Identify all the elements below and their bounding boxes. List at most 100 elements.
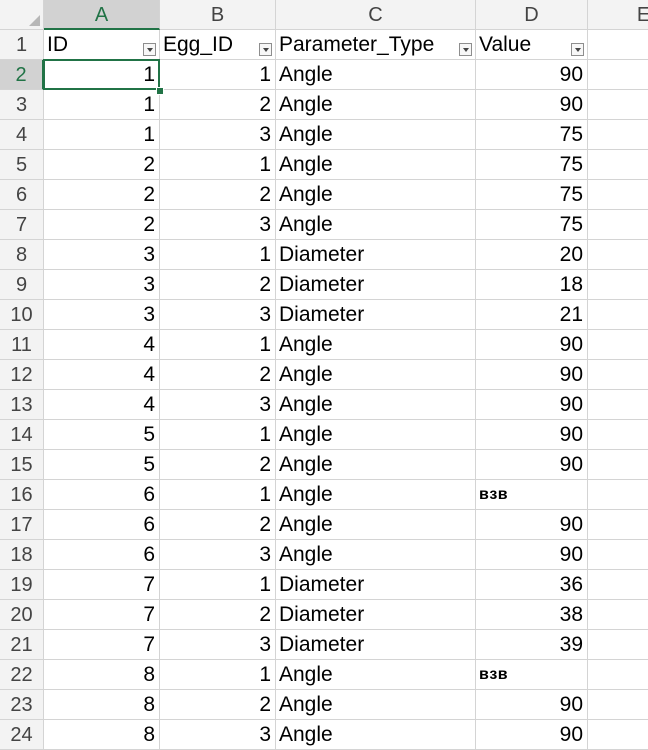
- cell-value[interactable]: 90: [476, 360, 588, 390]
- filter-dropdown-icon[interactable]: [571, 43, 584, 56]
- cell-value[interactable]: 90: [476, 90, 588, 120]
- cell-egg-id[interactable]: 1: [160, 60, 276, 90]
- row-header-19[interactable]: 19: [0, 570, 44, 600]
- cell-parameter-type[interactable]: Angle: [276, 150, 476, 180]
- cell-id[interactable]: 6: [44, 540, 160, 570]
- cell-parameter-type[interactable]: Angle: [276, 660, 476, 690]
- cell-egg-id[interactable]: 1: [160, 480, 276, 510]
- cell-e[interactable]: [588, 420, 648, 450]
- cell-id[interactable]: 4: [44, 330, 160, 360]
- cell-value[interactable]: 18: [476, 270, 588, 300]
- cell-egg-id[interactable]: 2: [160, 600, 276, 630]
- table-header-egg-id[interactable]: Egg_ID: [160, 30, 276, 60]
- cell-egg-id[interactable]: 1: [160, 240, 276, 270]
- filter-dropdown-icon[interactable]: [143, 43, 156, 56]
- cell-value[interactable]: 20: [476, 240, 588, 270]
- row-header-15[interactable]: 15: [0, 450, 44, 480]
- cell-value[interactable]: 75: [476, 120, 588, 150]
- row-header-13[interactable]: 13: [0, 390, 44, 420]
- row-header-11[interactable]: 11: [0, 330, 44, 360]
- cell-parameter-type[interactable]: Angle: [276, 540, 476, 570]
- cell-e[interactable]: [588, 660, 648, 690]
- cell-egg-id[interactable]: 2: [160, 360, 276, 390]
- cell-egg-id[interactable]: 3: [160, 540, 276, 570]
- row-header-22[interactable]: 22: [0, 660, 44, 690]
- cell-id[interactable]: 2: [44, 210, 160, 240]
- cell-parameter-type[interactable]: Diameter: [276, 570, 476, 600]
- cell-e[interactable]: [588, 300, 648, 330]
- cell-parameter-type[interactable]: Diameter: [276, 600, 476, 630]
- row-header-16[interactable]: 16: [0, 480, 44, 510]
- cell-id[interactable]: 2: [44, 150, 160, 180]
- cell-parameter-type[interactable]: Angle: [276, 360, 476, 390]
- cell-e[interactable]: [588, 540, 648, 570]
- cell-value[interactable]: 75: [476, 150, 588, 180]
- cell-value[interactable]: 90: [476, 690, 588, 720]
- cell-value[interactable]: 75: [476, 210, 588, 240]
- row-header-21[interactable]: 21: [0, 630, 44, 660]
- cell-e[interactable]: [588, 570, 648, 600]
- row-header-23[interactable]: 23: [0, 690, 44, 720]
- cell-parameter-type[interactable]: Angle: [276, 330, 476, 360]
- row-header-6[interactable]: 6: [0, 180, 44, 210]
- cell-e[interactable]: [588, 480, 648, 510]
- cell-parameter-type[interactable]: Angle: [276, 510, 476, 540]
- cell-parameter-type[interactable]: Diameter: [276, 300, 476, 330]
- cell-parameter-type[interactable]: Angle: [276, 480, 476, 510]
- cell-value[interactable]: 90: [476, 720, 588, 750]
- column-header-b[interactable]: B: [160, 0, 276, 30]
- cell-e[interactable]: [588, 360, 648, 390]
- cell-id[interactable]: 5: [44, 450, 160, 480]
- cell-value[interactable]: 90: [476, 510, 588, 540]
- table-header-value[interactable]: Value: [476, 30, 588, 60]
- cell-parameter-type[interactable]: Angle: [276, 450, 476, 480]
- row-header-18[interactable]: 18: [0, 540, 44, 570]
- cell-e[interactable]: [588, 150, 648, 180]
- cell-id[interactable]: 6: [44, 510, 160, 540]
- column-header-e[interactable]: E: [588, 0, 648, 30]
- cell-e[interactable]: [588, 600, 648, 630]
- cell-egg-id[interactable]: 3: [160, 390, 276, 420]
- cell-egg-id[interactable]: 3: [160, 300, 276, 330]
- column-header-a[interactable]: A: [44, 0, 160, 30]
- cell-parameter-type[interactable]: Angle: [276, 690, 476, 720]
- row-header-3[interactable]: 3: [0, 90, 44, 120]
- cell-e[interactable]: [588, 180, 648, 210]
- row-header-4[interactable]: 4: [0, 120, 44, 150]
- cell-id[interactable]: 7: [44, 630, 160, 660]
- column-header-d[interactable]: D: [476, 0, 588, 30]
- cell-e1[interactable]: [588, 30, 648, 60]
- cell-parameter-type[interactable]: Diameter: [276, 270, 476, 300]
- row-header-12[interactable]: 12: [0, 360, 44, 390]
- cell-e[interactable]: [588, 120, 648, 150]
- cell-id[interactable]: 1: [44, 90, 160, 120]
- row-header-9[interactable]: 9: [0, 270, 44, 300]
- cell-parameter-type[interactable]: Angle: [276, 120, 476, 150]
- cell-value[interactable]: 90: [476, 540, 588, 570]
- table-header-parameter-type[interactable]: Parameter_Type: [276, 30, 476, 60]
- cell-id[interactable]: 7: [44, 570, 160, 600]
- cell-e[interactable]: [588, 330, 648, 360]
- cell-e[interactable]: [588, 210, 648, 240]
- cell-parameter-type[interactable]: Diameter: [276, 630, 476, 660]
- cell-e[interactable]: [588, 240, 648, 270]
- cell-id[interactable]: 8: [44, 720, 160, 750]
- cell-value[interactable]: 38: [476, 600, 588, 630]
- cell-id[interactable]: 3: [44, 300, 160, 330]
- cell-value[interactable]: 90: [476, 390, 588, 420]
- cell-parameter-type[interactable]: Diameter: [276, 240, 476, 270]
- cell-parameter-type[interactable]: Angle: [276, 720, 476, 750]
- cell-e[interactable]: [588, 450, 648, 480]
- cell-value[interactable]: 36: [476, 570, 588, 600]
- cell-e[interactable]: [588, 60, 648, 90]
- row-header-7[interactable]: 7: [0, 210, 44, 240]
- cell-id[interactable]: 7: [44, 600, 160, 630]
- cell-egg-id[interactable]: 1: [160, 420, 276, 450]
- cell-value[interactable]: 39: [476, 630, 588, 660]
- cell-e[interactable]: [588, 270, 648, 300]
- cell-e[interactable]: [588, 720, 648, 750]
- cell-egg-id[interactable]: 2: [160, 90, 276, 120]
- cell-egg-id[interactable]: 1: [160, 150, 276, 180]
- cell-id[interactable]: 4: [44, 360, 160, 390]
